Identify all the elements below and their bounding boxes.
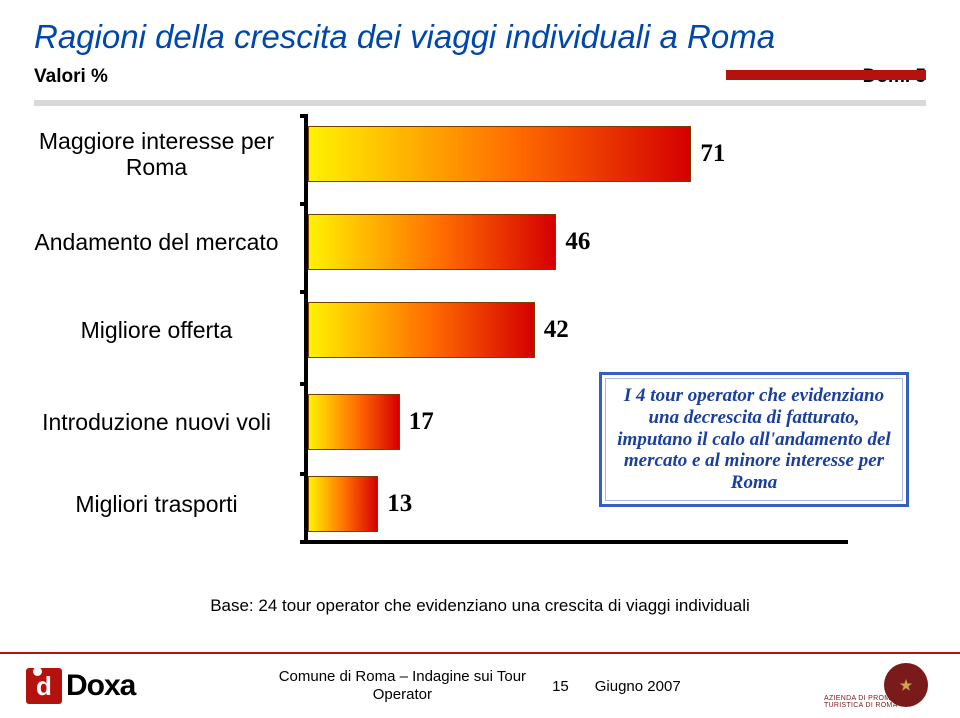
doxa-icon: d: [26, 668, 62, 704]
bar: 13: [308, 476, 378, 532]
apt-logo: ★ AZIENDA DI PROMOZIONETURISTICA DI ROMA: [824, 663, 934, 709]
bar-label: Migliori trasporti: [34, 491, 289, 517]
axis-tick: [300, 540, 308, 544]
axis-tick: [300, 114, 308, 118]
footer-meta: Comune di Roma – Indagine sui Tour Opera…: [279, 668, 681, 704]
bar-row: Migliori trasporti 13: [34, 476, 378, 532]
slide-title: Ragioni della crescita dei viaggi indivi…: [34, 18, 926, 56]
bar-row: Maggiore interesse per Roma 71: [34, 126, 691, 182]
bar-label: Introduzione nuovi voli: [34, 409, 289, 435]
bar-row: Migliore offerta 42: [34, 302, 535, 358]
axis-tick: [300, 382, 308, 386]
footer-source-line1: Comune di Roma – Indagine sui Tour: [279, 668, 526, 685]
footer-bar: d Doxa Comune di Roma – Indagine sui Tou…: [0, 652, 960, 718]
axis-tick: [300, 202, 308, 206]
doxa-logo: d Doxa: [26, 668, 135, 704]
bar-value: 17: [409, 408, 434, 436]
doxa-text: Doxa: [66, 669, 135, 703]
bar-value: 13: [387, 490, 412, 518]
bar: 42: [308, 302, 535, 358]
bar-value: 46: [565, 228, 590, 256]
x-axis: [308, 540, 848, 544]
footer-source: Comune di Roma – Indagine sui Tour Opera…: [279, 668, 526, 704]
axis-tick: [300, 472, 308, 476]
bar-row: Andamento del mercato 46: [34, 214, 556, 270]
bar-chart: I 4 tour operator che evidenziano una de…: [34, 114, 926, 554]
bar: 46: [308, 214, 556, 270]
callout-box: I 4 tour operator che evidenziano una de…: [599, 372, 909, 507]
bar-label: Maggiore interesse per Roma: [34, 128, 289, 181]
values-label: Valori %: [34, 66, 108, 88]
bar: 71: [308, 126, 691, 182]
base-note: Base: 24 tour operator che evidenziano u…: [0, 596, 960, 616]
slide: Ragioni della crescita dei viaggi indivi…: [0, 0, 960, 718]
apt-text: AZIENDA DI PROMOZIONETURISTICA DI ROMA: [824, 695, 919, 709]
bar-label: Andamento del mercato: [34, 229, 289, 255]
red-rule: [726, 70, 926, 80]
callout-text: I 4 tour operator che evidenziano una de…: [617, 385, 890, 493]
bar: 17: [308, 394, 400, 450]
bar-value: 42: [544, 316, 569, 344]
bar-row: Introduzione nuovi voli 17: [34, 394, 400, 450]
axis-tick: [300, 290, 308, 294]
footer-date: Giugno 2007: [595, 678, 681, 695]
rule-wrap: [34, 100, 926, 106]
grey-rule: [34, 100, 926, 106]
footer-source-line2: Operator: [373, 686, 432, 703]
bar-label: Migliore offerta: [34, 317, 289, 343]
page-number: 15: [552, 678, 569, 695]
bar-value: 71: [700, 140, 725, 168]
